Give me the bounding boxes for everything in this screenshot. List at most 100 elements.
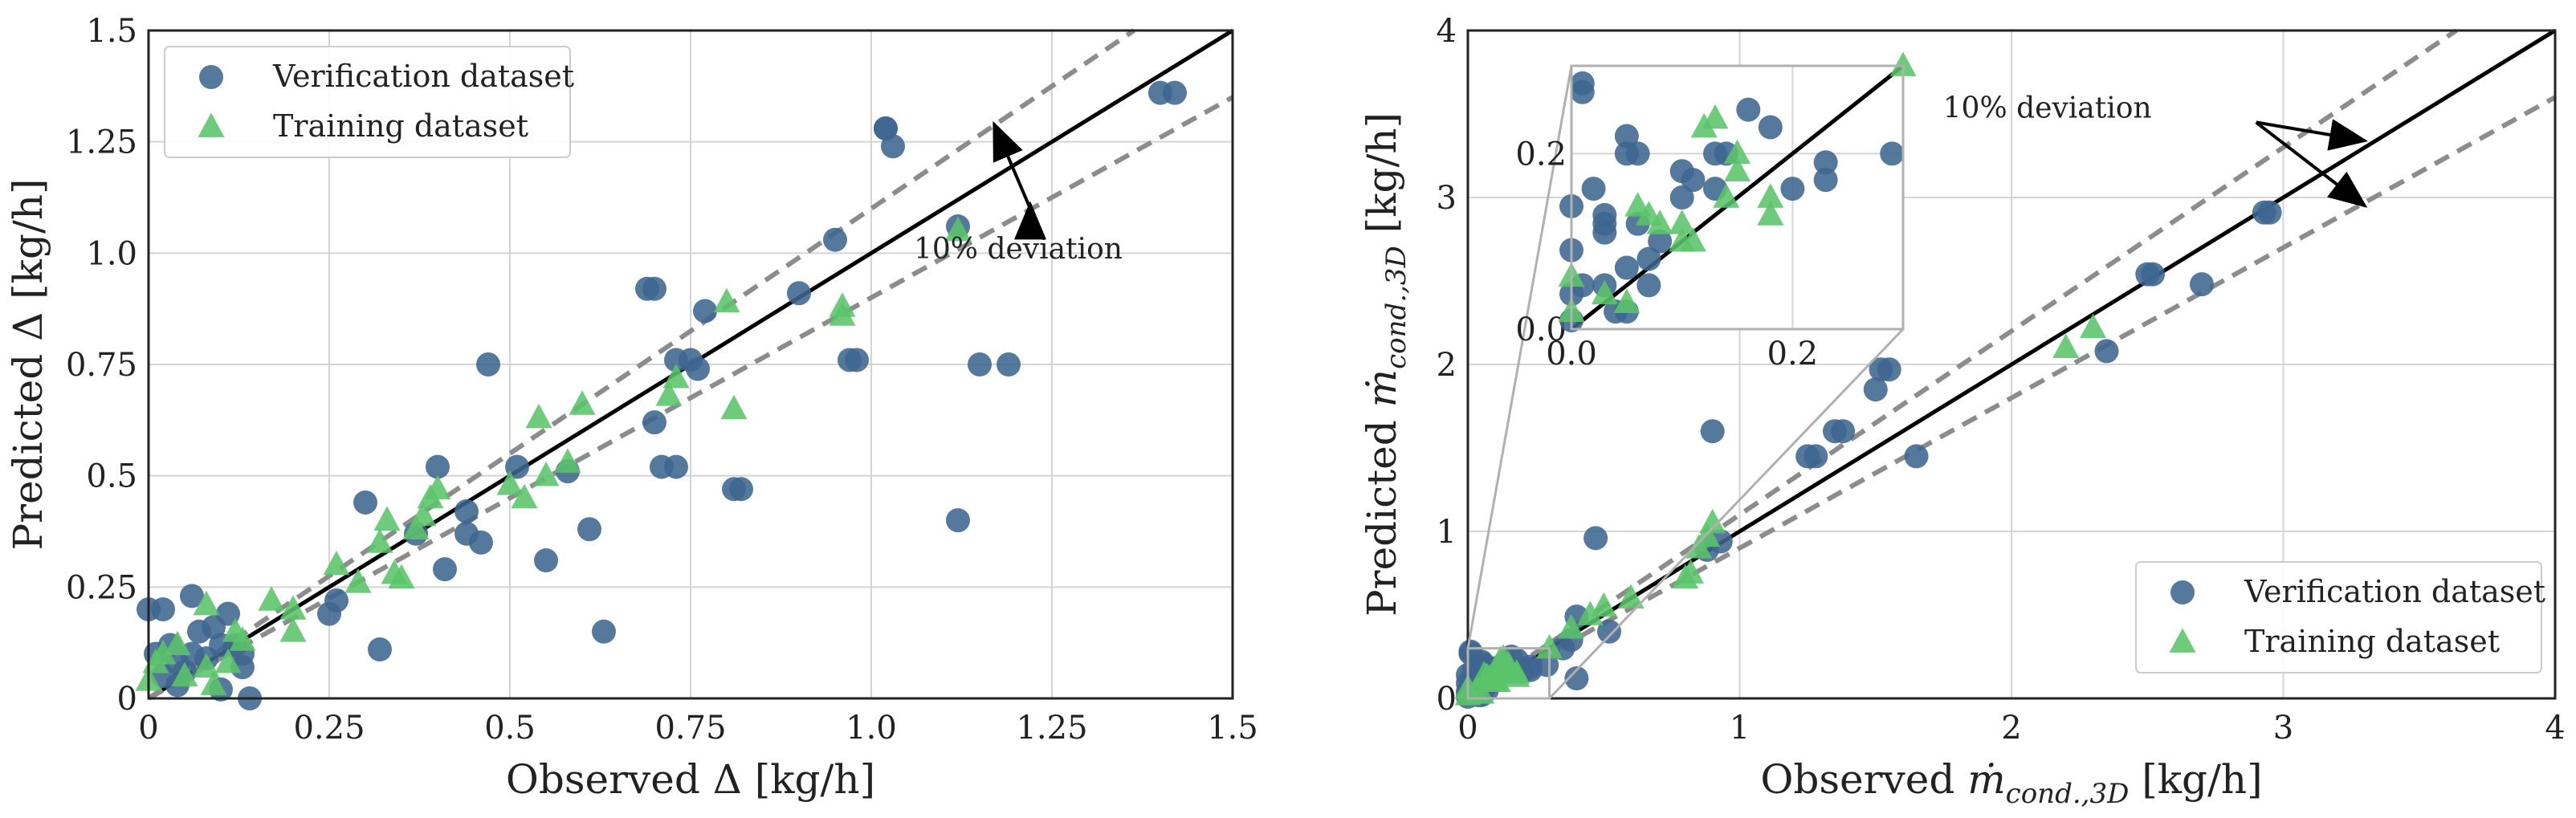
verification-point — [946, 508, 970, 533]
training-point — [229, 626, 256, 651]
x-tick-label: 4 — [2545, 710, 2565, 747]
training-point — [1558, 613, 1585, 639]
y-tick-label: 1 — [1437, 514, 1457, 551]
training-point — [402, 515, 430, 540]
training-point — [1536, 633, 1563, 659]
verification-point — [2094, 339, 2119, 364]
verification-point — [454, 499, 479, 524]
training-point — [1617, 584, 1645, 609]
inset-verification-point — [1681, 168, 1706, 193]
verification-point — [1564, 666, 1589, 691]
verification-point — [881, 134, 905, 159]
tick-labels-left: 0 0.25 0.5 0.75 1.0 1.25 1.5 0 0.25 0.5 0.75 1.0 1.2… — [66, 13, 1258, 747]
annotation-right: 10% deviation — [1943, 92, 2368, 208]
x-label-pre: Observed — [1760, 756, 1967, 803]
y-tick-label: 0 — [117, 681, 137, 718]
y-label-post: [kg/h] — [1359, 112, 1405, 246]
x-axis-label-right: Observed ṁcond.,3D [kg/h] — [1760, 756, 2262, 810]
annotation-left: 10% deviation — [914, 120, 1123, 266]
verification-point — [1163, 80, 1187, 105]
verification-point — [1863, 377, 1888, 402]
zoom-region — [1466, 647, 1551, 700]
verification-point — [642, 276, 666, 301]
legend-marker-training — [198, 112, 225, 137]
verification-point — [1877, 357, 1901, 382]
y-label-subscript: cond.,3D — [1380, 246, 1412, 369]
training-point — [279, 595, 307, 620]
data-marks-right — [1454, 200, 2282, 709]
x-axis-label-left: Observed Δ [kg/h] — [506, 756, 875, 803]
inset-verification-point — [1570, 71, 1595, 96]
training-point — [496, 470, 524, 495]
inset-verification-point — [1648, 229, 1673, 254]
verification-point — [1708, 529, 1733, 554]
training-point — [525, 403, 552, 429]
inset-verification-point — [1614, 124, 1639, 149]
y-tick-label: 0 — [1437, 681, 1457, 718]
inset-training-point — [1889, 51, 1917, 76]
y-label-pre: Predicted — [1359, 407, 1405, 617]
training-point — [1503, 662, 1531, 687]
x-tick-label: 0 — [1457, 710, 1478, 747]
training-point — [214, 648, 242, 674]
inset-training-point — [1757, 201, 1784, 226]
verification-point — [1904, 444, 1929, 469]
training-point — [344, 568, 372, 593]
legend-label-verification: Verification dataset — [272, 59, 574, 94]
legend-label-training: Training dataset — [2244, 624, 2500, 659]
verification-point — [230, 655, 255, 680]
inset-verification-point — [1581, 177, 1606, 201]
training-point — [1590, 592, 1617, 617]
verification-point — [1831, 419, 1856, 444]
annotation-arrow — [2255, 120, 2368, 208]
y-tick-label: 0.25 — [66, 569, 137, 606]
inset-verification-point — [1636, 246, 1661, 271]
training-point — [1677, 559, 1705, 584]
verification-point — [823, 227, 847, 252]
verification-point — [180, 584, 204, 608]
inset-training-point — [1713, 183, 1740, 208]
x-label-subscript: cond.,3D — [2006, 778, 2130, 810]
training-point — [829, 292, 856, 317]
training-point — [193, 590, 220, 616]
training-point — [655, 381, 683, 406]
reference-line-+10% — [1466, 28, 2458, 701]
y-label-symbol: ṁ — [1359, 369, 1405, 407]
verification-point — [476, 352, 500, 376]
chart-left: 0 0.25 0.5 0.75 1.0 1.25 1.5 0 0.25 0.5 0.75 1.0 1.2… — [5, 13, 1258, 803]
annotation-text-left: 10% deviation — [914, 233, 1123, 266]
verification-point — [2189, 272, 2214, 297]
axes-frame-right — [1466, 29, 2557, 700]
verification-point — [787, 281, 811, 306]
verification-point — [2257, 200, 2282, 225]
training-point — [713, 287, 740, 313]
inset-frame — [1570, 64, 1905, 331]
inset-verification-point — [1669, 185, 1694, 210]
verification-point — [845, 348, 869, 372]
training-point — [373, 506, 401, 531]
y-tick-label: 1.5 — [86, 13, 137, 50]
inset-training-point — [1591, 279, 1618, 305]
y-tick-label: 2 — [1437, 347, 1457, 384]
x-tick-label: 0.25 — [293, 710, 365, 747]
inset-verification-point — [1880, 141, 1905, 166]
inset-verification-point — [1625, 141, 1650, 166]
y-axis-label-left: Predicted Δ [kg/h] — [5, 178, 51, 550]
training-point — [149, 639, 177, 665]
inset-verification-point — [1758, 115, 1783, 140]
x-tick-label: 0 — [138, 710, 158, 747]
x-tick-label: 0.75 — [654, 710, 726, 747]
inset-verification-point — [1614, 255, 1639, 280]
legend-box — [2135, 561, 2542, 674]
inset-training-point — [1757, 183, 1784, 208]
legend-right: Verification dataset Training dataset — [2135, 561, 2545, 674]
x-tick-label: 3 — [2273, 710, 2293, 747]
inset-y-tick-label: 0.0 — [1515, 311, 1567, 348]
x-label-symbol: ṁ — [1967, 756, 2005, 803]
inset-training-point — [1724, 157, 1751, 182]
inset-training-point — [1613, 288, 1641, 314]
verification-point — [577, 517, 601, 542]
training-point — [1699, 508, 1726, 534]
verification-point — [151, 597, 175, 622]
verification-point — [534, 548, 558, 573]
